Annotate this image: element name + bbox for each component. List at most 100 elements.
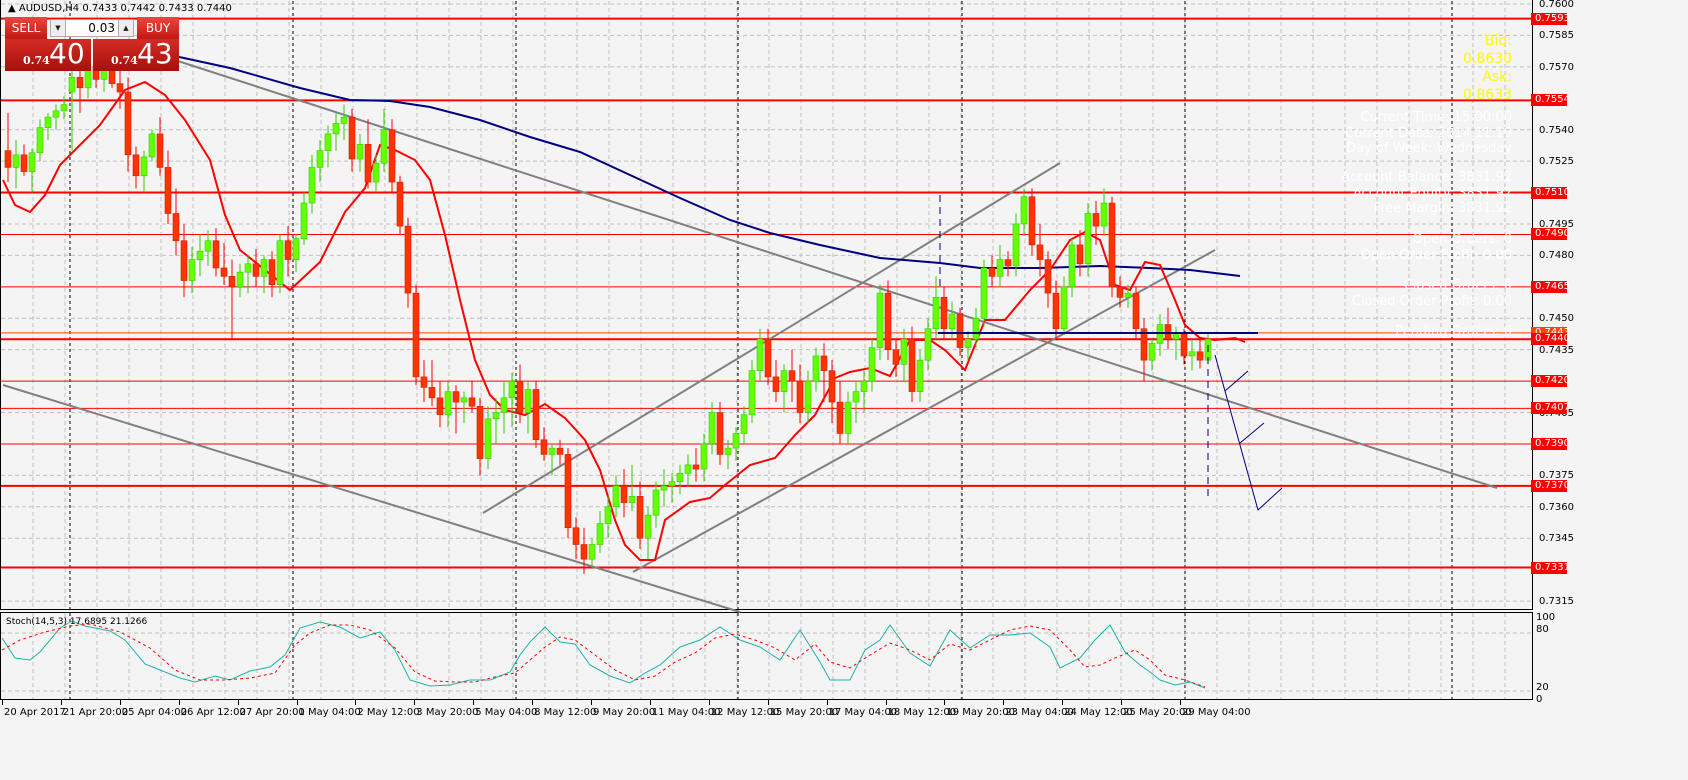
projection-zigzag [1214,354,1283,511]
time-tick [1180,700,1181,705]
sell-price-prefix: 0.74 [23,54,50,67]
level-price-label: 0.7465 [1531,280,1570,293]
fast-moving-average [2,80,1246,561]
time-tick [767,700,769,705]
candlesticks [4,45,1212,574]
time-label: 15 May 20:00 [769,707,839,718]
time-label: 17 May 04:00 [828,707,898,718]
time-label: 27 Apr 20:00 [239,707,305,718]
time-label: 29 May 04:00 [1182,707,1251,718]
sell-price-button[interactable]: 0.74 40 [5,37,91,71]
symbol-title: ▲ AUDUSD,H4 0.7433 0.7442 0.7433 0.7440 [8,3,232,14]
decrease-lot-button[interactable]: ▼ [51,20,66,36]
time-tick [591,700,592,705]
period-separators [69,1,1453,699]
channel-upper-line [482,162,1061,514]
time-label: 12 May 12:00 [710,707,780,718]
bid-ask-overlay: Bid: 0.8630 Ask: 0.8633 [1432,32,1512,104]
price-tick-label: 0.7495 [1539,218,1574,230]
sell-price-pips: 40 [49,37,85,70]
time-tick [296,700,298,705]
stochastic-tick-label: 0 [1536,694,1543,705]
increase-lot-button[interactable]: ▲ [118,20,133,36]
one-click-trading-panel: SELL ▼ 0.03 ▲ BUY 0.74 40 0.74 43 [5,17,179,71]
time-tick [532,700,534,705]
stochastic-tick-label: 80 [1536,624,1549,635]
buy-price-pips: 43 [137,37,173,70]
info-line: Closed Orders: 0 [1403,278,1512,293]
time-tick [1062,700,1064,705]
info-line: Day of Week: Wednesday [1346,141,1512,156]
time-label: 3 May 20:00 [416,707,479,718]
time-label: 19 May 20:00 [946,707,1015,718]
time-tick [355,700,357,705]
time-tick [708,700,710,705]
price-tick-label: 0.7525 [1539,156,1574,168]
price-tick-label: 0.7435 [1539,344,1574,356]
time-label: 24 May 12:00 [1064,707,1133,718]
price-tick-label: 0.7480 [1539,250,1574,262]
time-tick [60,700,62,705]
trendlines [2,51,1498,613]
stochastic-tick-label: 20 [1536,682,1549,693]
level-price-label: 0.7407 [1531,402,1570,415]
stochastic-pane[interactable] [0,612,1533,700]
price-tick-label: 0.7360 [1539,501,1574,513]
price-tick-label: 0.7345 [1539,533,1574,545]
price-chart-pane[interactable] [0,0,1533,610]
time-tick [1003,700,1005,705]
level-price-label: 0.7510 [1531,186,1570,199]
buy-price-prefix: 0.74 [111,54,138,67]
time-tick [119,700,121,705]
lot-size-input[interactable]: 0.03 [88,21,115,35]
collapse-triangle-icon[interactable]: ▲ [8,3,19,14]
price-tick-label: 0.7585 [1539,30,1574,42]
level-price-label: 0.7440 [1531,333,1570,346]
time-label: 2 May 12:00 [357,707,420,718]
level-price-label: 0.7420 [1531,375,1570,388]
time-tick [1121,700,1123,705]
level-price-label: 0.7490 [1531,228,1570,241]
time-tick [2,700,3,705]
time-tick [649,700,651,705]
lot-size-stepper[interactable]: ▼ 0.03 ▲ [50,19,134,37]
time-label: 26 Apr 12:00 [180,707,246,718]
buy-button[interactable]: BUY [137,17,179,39]
info-line: Pending Orders: 0 [1395,324,1512,339]
grid-lines [1,1,1532,699]
time-label: 23 May 04:00 [1005,707,1074,718]
price-tick-label: 0.7600 [1539,0,1574,10]
time-tick [237,700,239,705]
time-tick [826,700,828,705]
stochastic-levels [1,632,1532,692]
time-label: 8 May 12:00 [534,707,597,718]
ask-text: Ask: 0.8633 [1463,69,1512,103]
info-line: Account Balance: 3831.92 [1341,170,1512,185]
level-price-label: 0.7390 [1531,437,1570,450]
time-label: 11 May 04:00 [651,707,721,718]
channel-lower-line [632,249,1216,573]
buy-price-button[interactable]: 0.74 43 [93,37,179,71]
info-line: Closed Order Profit: 0.00 [1351,294,1512,309]
level-price-label: 0.7554 [1531,94,1570,107]
price-tick-label: 0.7450 [1539,313,1574,325]
time-label: 18 May 12:00 [887,707,957,718]
time-tick [885,700,887,705]
info-line: Current Time: 15:00:00 [1360,110,1512,125]
lower-downtrend-line [2,384,741,613]
info-line: Account Equity: 3831.92 [1352,186,1512,201]
time-label: 20 Apr 2017 [4,707,66,718]
price-tick-label: 0.7570 [1539,61,1574,73]
time-tick [473,700,475,705]
price-tick-label: 0.7540 [1539,124,1574,136]
stochastic-main-line [1,620,1206,689]
sell-button[interactable]: SELL [5,17,47,39]
time-tick [944,700,946,705]
price-tick-label: 0.7375 [1539,470,1574,482]
bid-text: Bid: 0.8630 [1463,33,1512,67]
horizontal-levels [1,17,1532,569]
time-label: 25 May 20:00 [1123,707,1192,718]
level-price-label: 0.7370 [1531,479,1570,492]
stochastic-tick-label: 100 [1536,612,1556,623]
